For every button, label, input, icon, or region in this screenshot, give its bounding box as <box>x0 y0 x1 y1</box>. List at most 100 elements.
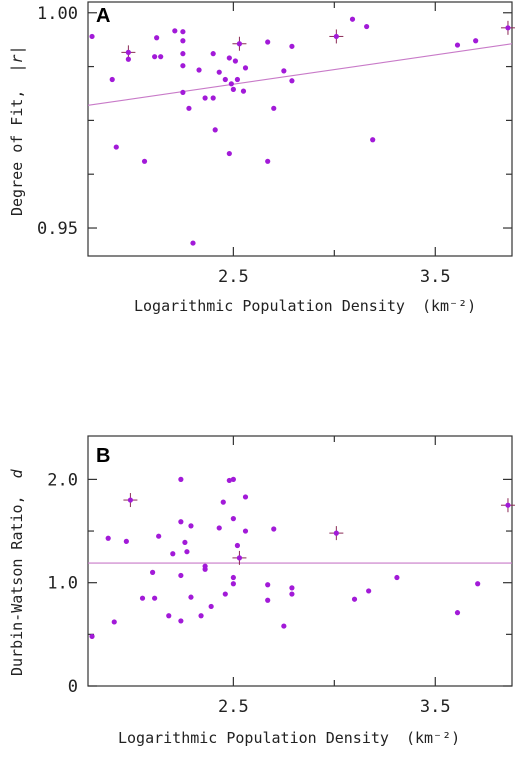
data-point <box>505 502 511 508</box>
data-point <box>475 581 481 587</box>
x-tick-label: 2.5 <box>218 267 249 287</box>
data-point <box>111 619 117 625</box>
data-point <box>230 581 236 587</box>
data-point <box>190 240 196 246</box>
panel-b-ticks <box>88 436 512 687</box>
data-point <box>186 105 192 111</box>
data-point <box>156 533 162 539</box>
data-point <box>89 633 95 640</box>
data-point <box>242 494 249 500</box>
data-point <box>141 158 148 164</box>
panel-b-durbin-watson: B 2.5 3.5 0 1.0 2.0 Logarithmic Population D… <box>8 435 515 747</box>
data-point <box>271 526 277 532</box>
data-point <box>105 535 111 541</box>
data-point <box>188 594 194 600</box>
data-point <box>178 572 184 579</box>
data-point <box>178 618 184 624</box>
data-point <box>366 588 372 594</box>
data-point <box>236 555 243 561</box>
data-point <box>271 105 277 111</box>
data-point <box>154 35 160 41</box>
data-point <box>170 551 176 557</box>
data-point <box>222 591 228 597</box>
data-point <box>152 595 158 601</box>
data-point <box>196 67 202 73</box>
data-point <box>113 144 119 150</box>
data-point <box>265 39 271 45</box>
panel-a-y-label-symbol: |r| <box>8 45 26 72</box>
panel-a-x-axis-label: Logarithmic Population Density (km⁻²) <box>134 297 476 315</box>
data-point <box>351 596 358 602</box>
data-point <box>220 499 226 505</box>
data-point <box>208 603 214 610</box>
data-point <box>265 158 271 164</box>
data-point <box>184 549 190 555</box>
data-point <box>228 81 234 87</box>
data-point <box>180 63 186 69</box>
data-point <box>505 25 511 31</box>
data-point <box>180 38 186 44</box>
data-point <box>180 29 186 35</box>
panel-a-y-label-text: Degree of Fit, <box>8 90 26 216</box>
data-point <box>230 516 236 522</box>
data-point <box>226 55 232 61</box>
panel-b-y-label-symbol: d <box>8 468 26 478</box>
data-point <box>473 38 479 44</box>
y-tick-label: 1.00 <box>37 4 78 24</box>
data-point <box>180 51 186 57</box>
data-point <box>232 58 238 64</box>
data-point <box>125 56 131 62</box>
x-tick-label: 3.5 <box>420 267 451 287</box>
panel-b-plot-frame <box>87 435 513 687</box>
data-point <box>216 525 222 531</box>
data-point <box>182 539 188 546</box>
y-tick-label: 2.0 <box>47 470 78 490</box>
data-point <box>230 574 236 581</box>
data-point <box>265 582 271 588</box>
data-point <box>139 595 146 601</box>
data-point <box>454 42 461 48</box>
data-point <box>188 523 194 529</box>
panel-a-tick-labels: 2.5 3.5 0.95 1.00 <box>37 4 451 287</box>
data-point <box>166 613 172 619</box>
data-point <box>202 95 208 101</box>
data-point <box>226 477 232 484</box>
data-point <box>178 519 184 525</box>
panel-a-x-label-text: Logarithmic Population Density <box>134 297 405 315</box>
data-point <box>230 86 236 92</box>
data-point <box>333 530 339 536</box>
panel-b-y-label-text: Durbin-Watson Ratio, <box>8 495 26 676</box>
panel-b-x-axis-label: Logarithmic Population Density (km⁻²) <box>118 729 460 747</box>
panel-a-plot-frame <box>87 1 513 257</box>
data-point <box>281 623 287 629</box>
data-point <box>178 476 184 482</box>
data-point <box>210 51 216 57</box>
data-point <box>210 95 216 101</box>
data-point <box>349 16 356 22</box>
data-point <box>370 137 376 143</box>
data-point <box>230 476 236 482</box>
data-point <box>127 497 133 503</box>
data-point <box>125 49 131 55</box>
data-point <box>234 76 241 83</box>
data-point <box>289 591 295 597</box>
data-point <box>222 76 228 83</box>
panel-b-y-axis-label: Durbin-Watson Ratio, d <box>8 468 26 676</box>
data-point <box>364 23 370 30</box>
data-point <box>198 613 204 619</box>
data-point <box>123 538 129 544</box>
data-point <box>242 528 249 534</box>
panel-a-fit-line <box>87 43 513 106</box>
data-point <box>281 68 287 74</box>
data-point <box>265 597 271 603</box>
panel-b-x-label-unit: (km⁻²) <box>406 729 460 747</box>
panel-a-y-axis-label: Degree of Fit, |r| <box>8 45 26 216</box>
data-point <box>216 69 222 75</box>
data-point <box>150 569 156 575</box>
y-tick-label: 0 <box>68 677 78 697</box>
data-point <box>212 127 218 133</box>
panel-a-points <box>89 16 515 246</box>
y-tick-label: 0.95 <box>37 219 78 239</box>
data-point <box>172 28 178 34</box>
